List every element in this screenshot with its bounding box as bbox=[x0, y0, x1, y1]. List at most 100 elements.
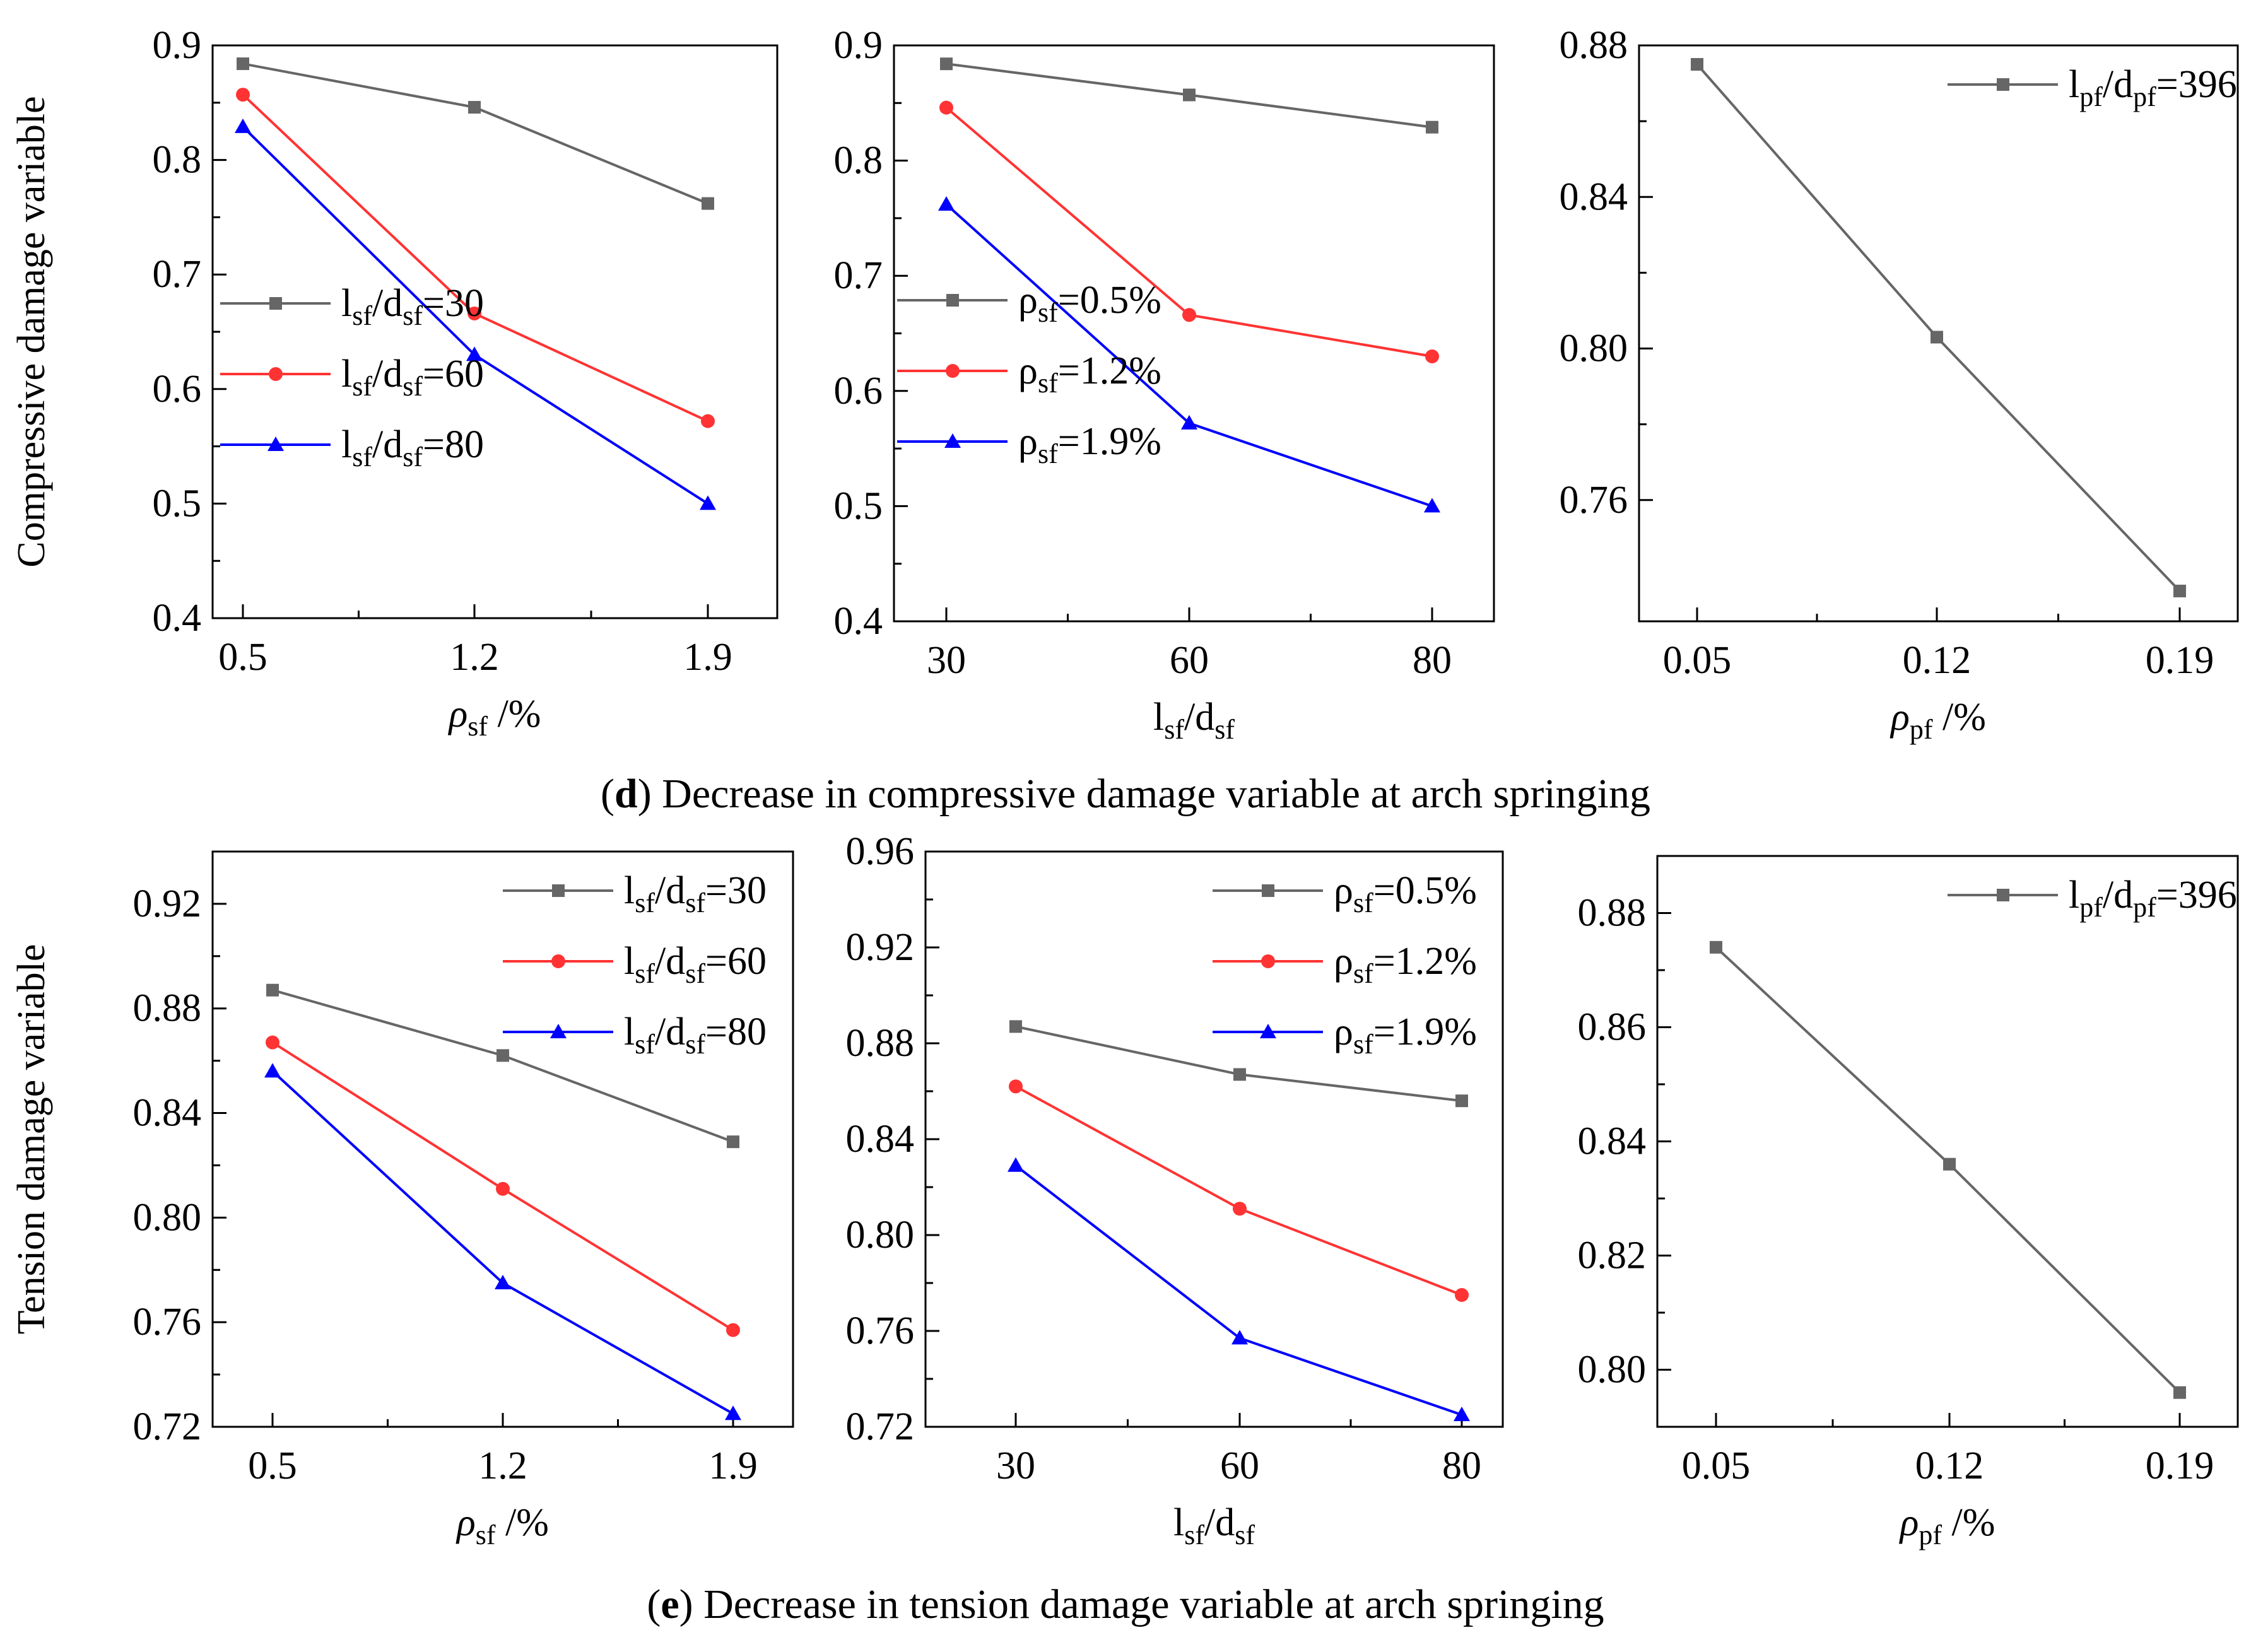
y-tick-label: 0.5 bbox=[153, 482, 202, 525]
chart-e1: 0.72 0.76 0.80 0.84 0.88 0.92 0.5 1.2 1.9 ρsf /% T… bbox=[10, 850, 794, 1550]
legend-label: ρsf=1.9% bbox=[1334, 1011, 1477, 1060]
legend-label: lpf/dpf=396 bbox=[2069, 874, 2237, 923]
y-tick-label: 0.8 bbox=[153, 139, 202, 182]
legend-label: lsf/dsf=30 bbox=[341, 282, 484, 331]
data-point bbox=[1691, 58, 1703, 71]
y-tick-label: 0.92 bbox=[846, 926, 915, 969]
data-point bbox=[2173, 584, 2186, 597]
data-point bbox=[1455, 1094, 1468, 1108]
legend-label: lsf/dsf=60 bbox=[341, 353, 484, 402]
x-tick-label: 0.19 bbox=[2146, 639, 2214, 682]
legend-entry: lsf/dsf=60 bbox=[220, 353, 484, 402]
y-tick-label: 0.72 bbox=[846, 1405, 915, 1448]
x-tick-label: 1.2 bbox=[478, 1444, 527, 1487]
data-point bbox=[1424, 498, 1440, 513]
legend-entry: lsf/dsf=80 bbox=[220, 423, 484, 472]
legend-marker bbox=[269, 367, 283, 381]
series-2 bbox=[266, 1035, 740, 1337]
legend-label: ρsf=0.5% bbox=[1334, 869, 1477, 918]
y-tick-label: 0.76 bbox=[846, 1309, 915, 1352]
data-point bbox=[1233, 1202, 1247, 1216]
chart-d1: 0.4 0.5 0.6 0.7 0.8 0.9 0.5 1.2 1.9 ρsf /% Compres… bbox=[10, 24, 779, 742]
data-point bbox=[466, 346, 483, 361]
data-point bbox=[495, 1275, 511, 1289]
legend-marker bbox=[946, 364, 960, 378]
y-tick-label: 0.76 bbox=[133, 1301, 202, 1344]
y-tick-label: 0.4 bbox=[153, 597, 202, 640]
data-point bbox=[1008, 1157, 1024, 1172]
legend-entry: lpf/dpf=396 bbox=[1948, 874, 2237, 923]
y-tick-label: 0.7 bbox=[834, 254, 883, 297]
x-tick-label: 0.05 bbox=[1682, 1444, 1751, 1487]
legend-entry: ρsf=0.5% bbox=[897, 279, 1161, 328]
x-axis-title: lsf/dsf bbox=[1173, 1501, 1255, 1550]
x-tick-label: 30 bbox=[927, 639, 966, 682]
x-axis-title: ρsf /% bbox=[455, 1501, 549, 1550]
data-point bbox=[1454, 1407, 1470, 1421]
y-tick-label: 0.6 bbox=[834, 370, 883, 413]
y-tick-label: 0.82 bbox=[1578, 1234, 1647, 1277]
legend-entry: lsf/dsf=30 bbox=[220, 282, 484, 331]
caption-e: (e) Decrease in tension damage variable … bbox=[647, 1581, 1604, 1627]
legend-label: lsf/dsf=80 bbox=[341, 423, 484, 472]
series-3 bbox=[235, 118, 716, 510]
data-point bbox=[700, 495, 716, 510]
legend-marker bbox=[269, 297, 282, 310]
legend-label: lpf/dpf=396 bbox=[2069, 63, 2237, 112]
data-point bbox=[468, 101, 481, 114]
data-point bbox=[1231, 1330, 1248, 1345]
series-3 bbox=[264, 1063, 741, 1421]
data-point bbox=[727, 1135, 739, 1149]
legend-marker bbox=[946, 294, 959, 307]
series-2 bbox=[939, 100, 1439, 364]
plot-frame bbox=[924, 850, 1504, 1428]
caption-e-prefix: ( bbox=[647, 1581, 661, 1627]
y-tick-label: 0.88 bbox=[846, 1022, 915, 1065]
data-point bbox=[1943, 1157, 1956, 1171]
y-tick-label: 0.7 bbox=[153, 253, 202, 296]
legend-entry: ρsf=1.9% bbox=[897, 420, 1161, 469]
x-axis-title: ρsf /% bbox=[448, 693, 541, 742]
x-axis-title: ρpf /% bbox=[1890, 696, 1986, 745]
data-point bbox=[1181, 414, 1197, 430]
x-axis-title: ρpf /% bbox=[1899, 1501, 1995, 1550]
legend-entry: lsf/dsf=60 bbox=[503, 940, 767, 989]
x-tick-label: 0.05 bbox=[1663, 639, 1732, 682]
legend-entry: lpf/dpf=396 bbox=[1948, 63, 2237, 112]
data-point bbox=[939, 100, 953, 115]
series-1 bbox=[1710, 940, 2186, 1399]
data-point bbox=[496, 1181, 510, 1196]
data-point bbox=[938, 196, 955, 211]
y-tick-label: 0.96 bbox=[846, 830, 915, 873]
legend: ρsf=0.5% ρsf=1.2% ρsf=1.9% bbox=[897, 279, 1161, 469]
y-tick-label: 0.9 bbox=[834, 24, 883, 67]
x-tick-label: 60 bbox=[1220, 1444, 1259, 1487]
legend: lsf/dsf=30 lsf/dsf=60 lsf/dsf=80 bbox=[220, 282, 484, 472]
series-2 bbox=[236, 88, 715, 428]
x-tick-label: 80 bbox=[1413, 639, 1452, 682]
data-point bbox=[701, 414, 715, 428]
series-3 bbox=[938, 196, 1440, 513]
x-tick-label: 0.12 bbox=[1915, 1444, 1984, 1487]
data-point bbox=[1931, 331, 1943, 344]
data-point bbox=[1426, 120, 1438, 134]
legend-entry: ρsf=1.9% bbox=[1213, 1011, 1477, 1060]
x-tick-label: 1.2 bbox=[450, 636, 499, 679]
data-point bbox=[237, 57, 249, 71]
y-tick-label: 0.80 bbox=[846, 1214, 915, 1257]
series-1 bbox=[266, 983, 739, 1149]
legend-marker bbox=[1262, 884, 1274, 897]
plot-frame bbox=[1656, 855, 2239, 1428]
y-tick-label: 0.86 bbox=[1578, 1006, 1647, 1049]
caption-d-prefix: ( bbox=[601, 771, 614, 817]
data-point bbox=[266, 1035, 279, 1050]
data-point bbox=[1009, 1020, 1022, 1033]
chart-d2: 0.40.50.60.70.80.930 60 80lsf/dsfρsf=0.5%ρ… bbox=[834, 24, 1495, 745]
series-1 bbox=[1009, 1020, 1468, 1108]
legend: ρsf=0.5% ρsf=1.2% ρsf=1.9% bbox=[1213, 869, 1477, 1060]
caption-d: (d) Decrease in compressive damage varia… bbox=[601, 771, 1650, 817]
legend-marker bbox=[551, 954, 565, 968]
x-tick-label: 0.5 bbox=[248, 1444, 297, 1487]
caption-e-text: ) Decrease in tension damage variable at… bbox=[679, 1581, 1604, 1627]
series-line bbox=[1015, 1085, 1462, 1296]
